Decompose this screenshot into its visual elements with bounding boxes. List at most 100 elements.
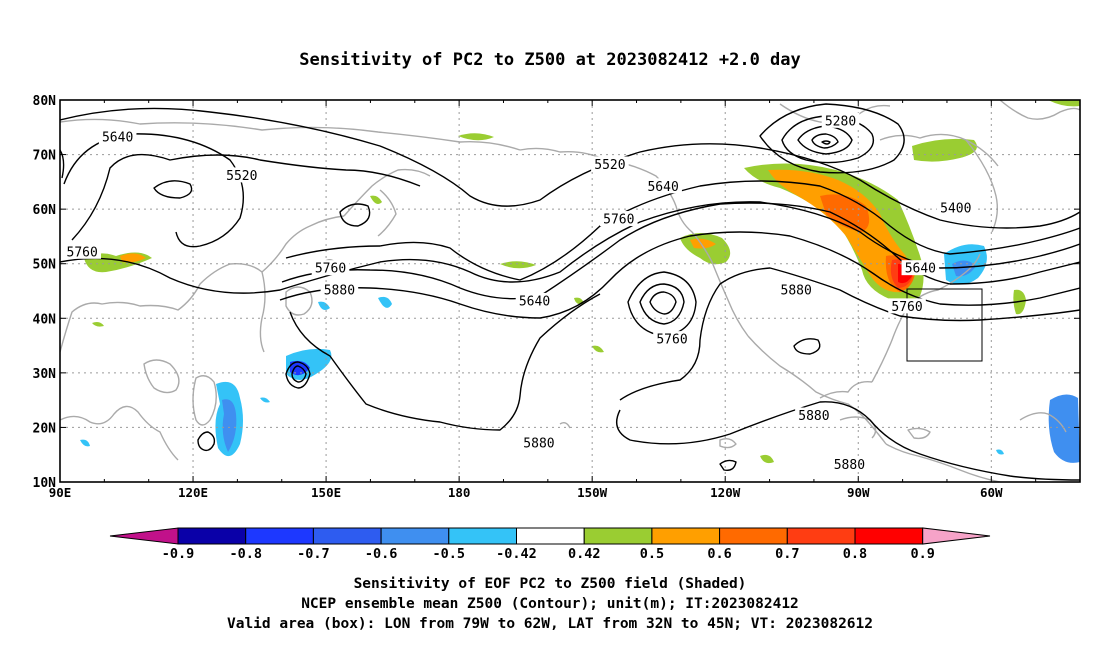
contour-label: 5640 — [519, 294, 550, 309]
lat-lon-grid — [60, 100, 1080, 482]
contour-label: 5880 — [834, 458, 865, 473]
z500-contours — [60, 103, 1080, 481]
shade-blob — [690, 238, 716, 249]
lon-tick-label: 150W — [577, 485, 608, 500]
contour-label-bg — [777, 282, 815, 297]
lon-tick-label: 180 — [448, 485, 471, 500]
shade-blob — [120, 253, 146, 263]
colorbar-cell — [583, 527, 653, 545]
colorbar-label: 0.9 — [911, 546, 935, 562]
contour-label-bg — [311, 260, 350, 276]
colorbar-end-high — [922, 527, 991, 545]
shade-blob — [370, 195, 382, 204]
shade-blob — [378, 296, 392, 308]
contour-label: 5760 — [67, 245, 98, 260]
colorbar-label: -0.42 — [496, 546, 537, 562]
shade-blob — [260, 397, 270, 403]
shade-blob — [760, 454, 774, 464]
contour-label: 5880 — [324, 284, 355, 299]
lat-tick-label: 30N — [33, 367, 57, 382]
caption-line: Sensitivity of EOF PC2 to Z500 field (Sh… — [353, 576, 747, 592]
contour-label-bg — [644, 178, 682, 194]
contour-label-bg — [515, 292, 554, 308]
contour-label-bg — [821, 112, 860, 128]
colorbar-label: -0.7 — [297, 546, 330, 562]
contour-label: 5880 — [798, 409, 829, 424]
colorbar: -0.9 -0.8 -0.7 -0.6 -0.5 -0.42 0.42 0.5 0.6 0.7 0.… — [109, 527, 991, 562]
map-frame — [59, 99, 1081, 483]
contour-label-bg — [591, 156, 629, 172]
shade-blob — [92, 322, 104, 327]
map-ticks — [59, 99, 1080, 483]
colorbar-cell — [651, 527, 721, 545]
lon-tick-label: 90E — [49, 485, 72, 500]
colorbar-cell — [719, 527, 788, 545]
colorbar-cell — [177, 527, 247, 545]
caption-line: NCEP ensemble mean Z500 (Contour); unit(… — [301, 596, 799, 612]
contour-label: 5880 — [523, 436, 554, 451]
lon-tick-label: 150E — [311, 485, 341, 500]
lat-tick-label: 10N — [33, 476, 57, 491]
shade-blob — [318, 301, 330, 310]
shade-blob — [996, 449, 1004, 455]
contour-label-bg — [888, 298, 926, 314]
colorbar-label: 0.7 — [775, 546, 799, 562]
lat-tick-label: 60N — [33, 203, 57, 218]
colorbar-cell — [516, 527, 585, 545]
contour-label-bg — [795, 407, 833, 423]
shade-blob — [80, 439, 90, 447]
contour-label: 5760 — [891, 300, 922, 315]
colorbar-label: -0.8 — [229, 546, 262, 562]
shade-blob — [458, 133, 494, 141]
lat-tick-label: 40N — [33, 312, 57, 327]
colorbar-cell — [380, 527, 450, 545]
contour-label: 5520 — [226, 169, 257, 184]
title: Sensitivity of PC2 to Z500 at 2023082412… — [299, 50, 801, 70]
contour-label: 5760 — [656, 333, 687, 348]
colorbar-label: 0.5 — [640, 546, 664, 562]
colorbar-cell — [312, 527, 382, 545]
lon-tick-label: 60W — [980, 485, 1003, 500]
colorbar-label: 0.42 — [568, 546, 601, 562]
contour-label: 5280 — [825, 114, 856, 129]
contour-label-bg — [223, 167, 261, 183]
lon-tick-label: 120W — [710, 485, 741, 500]
contour-label-bg — [98, 129, 137, 145]
contour-label: 5760 — [603, 213, 634, 228]
shade-blob — [768, 169, 909, 293]
shade-blob — [912, 138, 977, 162]
lat-tick-label: 70N — [33, 149, 57, 164]
contour-label-bg — [653, 331, 691, 347]
colorbar-end-low — [109, 527, 179, 545]
contour-label: 5760 — [315, 262, 346, 277]
contour-label-bg — [901, 260, 940, 276]
shade-blob — [500, 261, 536, 269]
caption-line: Valid area (box): LON from 79W to 62W, L… — [226, 616, 873, 632]
colorbar-cell — [786, 527, 856, 545]
contour-label-bg — [63, 243, 101, 259]
colorbar-label: -0.9 — [162, 546, 195, 562]
lon-tick-label: 90W — [847, 485, 870, 500]
colorbar-cell — [245, 527, 314, 545]
valid-area-box — [906, 288, 983, 362]
contour-label: 5640 — [647, 180, 678, 195]
shade-blob — [820, 194, 870, 232]
contour-label-bg — [320, 282, 359, 297]
colorbar-label: 0.8 — [843, 546, 867, 562]
colorbar-label: -0.6 — [365, 546, 398, 562]
contour-label-bg — [937, 200, 975, 216]
contour-label-bg — [830, 456, 869, 472]
lat-tick-label: 80N — [33, 94, 57, 109]
contour-label: 5640 — [102, 131, 133, 146]
shade-blob — [592, 345, 604, 353]
contour-labels: 5640 5520 5760 5760 5880 5640 5520 5640 5760 5760… — [63, 112, 975, 473]
shade-blob — [1048, 100, 1080, 107]
contour-label-bg — [599, 211, 638, 227]
colorbar-cell — [448, 527, 517, 545]
shade-blob — [222, 399, 237, 452]
colorbar-cell — [854, 527, 924, 545]
contour-label-bg — [520, 434, 558, 450]
